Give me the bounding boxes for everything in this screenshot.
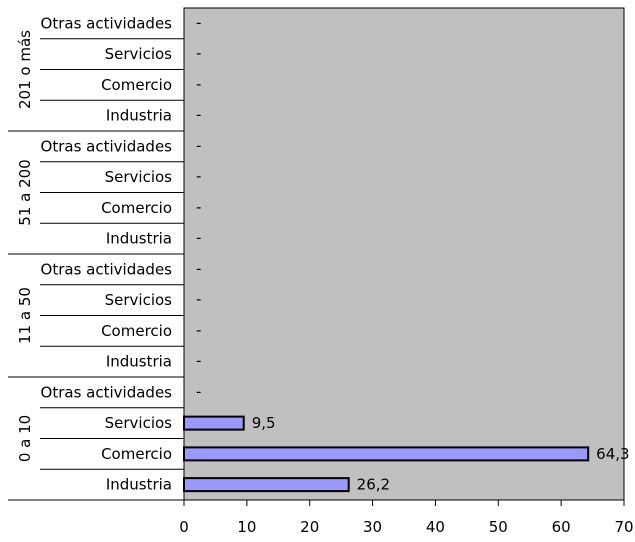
bar xyxy=(184,447,588,460)
category-label: Comercio xyxy=(101,322,172,340)
category-label: Comercio xyxy=(101,76,172,94)
group-label: 11 a 50 xyxy=(16,287,34,344)
group-label: 51 a 200 xyxy=(16,159,34,225)
x-tick-label: 70 xyxy=(614,518,633,536)
bar xyxy=(184,478,349,491)
category-label: Servicios xyxy=(105,168,173,186)
category-label: Servicios xyxy=(105,414,173,432)
x-ticks-group: 0 10 20 30 40 50 60 70 xyxy=(179,500,633,536)
plot-area xyxy=(184,8,624,500)
data-label: - xyxy=(196,259,201,277)
category-label: Otras actividades xyxy=(41,383,173,401)
bar xyxy=(184,417,244,430)
group-label: 0 a 10 xyxy=(16,415,34,462)
category-label: Otras actividades xyxy=(41,260,173,278)
data-label: - xyxy=(196,106,201,124)
x-tick-label: 40 xyxy=(426,518,445,536)
category-label: Comercio xyxy=(101,199,172,217)
data-label: - xyxy=(196,198,201,216)
data-label: - xyxy=(196,321,201,339)
x-tick-label: 50 xyxy=(489,518,508,536)
data-label: - xyxy=(196,229,201,247)
data-label: - xyxy=(196,44,201,62)
category-label: Industria xyxy=(106,476,172,494)
data-label: - xyxy=(196,75,201,93)
data-label: - xyxy=(196,167,201,185)
category-label: Servicios xyxy=(105,45,173,63)
plot-area-group xyxy=(184,8,624,500)
data-label: - xyxy=(196,136,201,154)
group-label: 201 o más xyxy=(16,30,34,109)
x-tick-label: 0 xyxy=(179,518,189,536)
data-label: - xyxy=(196,290,201,308)
x-tick-label: 10 xyxy=(237,518,256,536)
x-tick-label: 20 xyxy=(300,518,319,536)
category-label: Otras actividades xyxy=(41,137,173,155)
x-tick-label: 30 xyxy=(363,518,382,536)
category-label: Industria xyxy=(106,353,172,371)
x-tick-label: 60 xyxy=(552,518,571,536)
category-label: Servicios xyxy=(105,291,173,309)
data-label: 64,3 xyxy=(596,445,629,463)
data-label: - xyxy=(196,13,201,31)
group-labels-group: 201 o más 51 a 200 11 a 50 0 a 10 xyxy=(16,30,34,462)
category-label: Comercio xyxy=(101,445,172,463)
data-label: 26,2 xyxy=(357,476,390,494)
data-label: - xyxy=(196,352,201,370)
data-label: - xyxy=(196,382,201,400)
category-label: Industria xyxy=(106,230,172,248)
data-label: 9,5 xyxy=(252,414,276,432)
category-label: Otras actividades xyxy=(41,14,173,32)
category-label: Industria xyxy=(106,107,172,125)
